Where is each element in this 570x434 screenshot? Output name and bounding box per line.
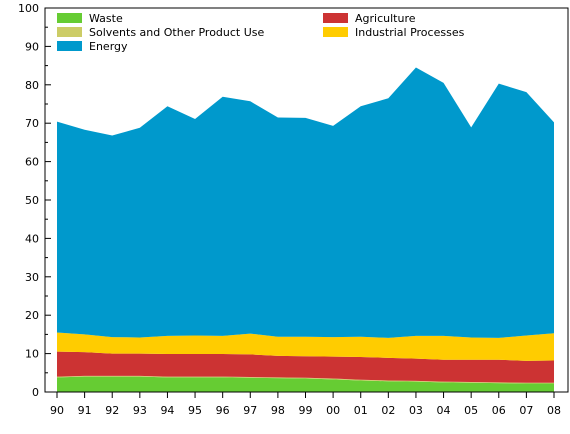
- x-tick-label: 07: [519, 404, 533, 417]
- x-tick-label: 02: [381, 404, 395, 417]
- x-tick-label: 03: [409, 404, 423, 417]
- x-tick-label: 06: [492, 404, 506, 417]
- x-tick-label: 98: [271, 404, 285, 417]
- area-agriculture: [57, 351, 554, 383]
- x-tick-label: 97: [243, 404, 257, 417]
- legend-label-industrial-processes: Industrial Processes: [355, 26, 465, 39]
- y-tick-label: 70: [25, 117, 39, 130]
- legend-label-solvents-and-other-product-use: Solvents and Other Product Use: [89, 26, 265, 39]
- legend-swatch-waste: [57, 13, 82, 23]
- x-tick-label: 01: [354, 404, 368, 417]
- x-tick-label: 04: [437, 404, 451, 417]
- y-tick-label: 0: [32, 386, 39, 399]
- legend-label-agriculture: Agriculture: [355, 12, 416, 25]
- x-tick-label: 05: [464, 404, 478, 417]
- x-tick-label: 91: [78, 404, 92, 417]
- legend-swatch-agriculture: [323, 13, 348, 23]
- x-tick-label: 00: [326, 404, 340, 417]
- x-tick-label: 94: [160, 404, 174, 417]
- legend-label-waste: Waste: [89, 12, 123, 25]
- x-tick-label: 93: [133, 404, 147, 417]
- y-tick-label: 20: [25, 309, 39, 322]
- y-tick-label: 40: [25, 232, 39, 245]
- y-tick-label: 60: [25, 156, 39, 169]
- legend-swatch-solvents-and-other-product-use: [57, 27, 82, 37]
- legend-label-energy: Energy: [89, 40, 128, 53]
- x-tick-label: 96: [216, 404, 230, 417]
- y-tick-label: 50: [25, 194, 39, 207]
- y-tick-label: 30: [25, 271, 39, 284]
- y-tick-label: 10: [25, 348, 39, 361]
- x-tick-label: 92: [105, 404, 119, 417]
- x-tick-label: 95: [188, 404, 202, 417]
- y-tick-label: 80: [25, 79, 39, 92]
- area-industrial-processes: [57, 332, 554, 361]
- x-tick-label: 99: [299, 404, 313, 417]
- y-tick-label: 90: [25, 40, 39, 53]
- area-energy: [57, 67, 554, 338]
- legend-swatch-industrial-processes: [323, 27, 348, 37]
- x-tick-label: 90: [50, 404, 64, 417]
- legend-swatch-energy: [57, 41, 82, 51]
- area-solvents-and-other-product-use: [57, 375, 554, 384]
- x-tick-label: 08: [547, 404, 561, 417]
- y-tick-label: 100: [18, 2, 39, 15]
- area-waste: [57, 376, 554, 392]
